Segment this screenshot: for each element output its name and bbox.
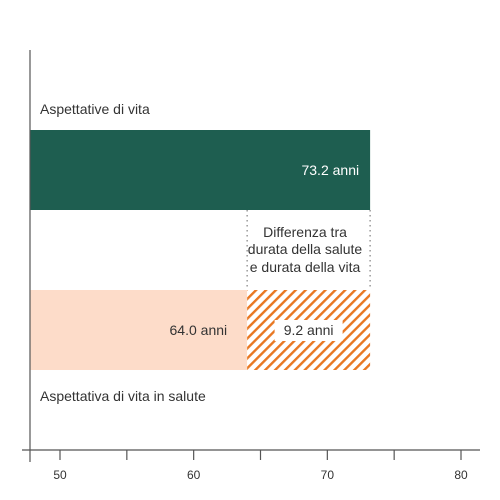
x-tick-label: 50 — [53, 468, 67, 482]
x-axis-ticks: 50 60 70 80 — [53, 450, 468, 482]
x-tick-label: 60 — [187, 468, 201, 482]
life-expectancy-series-label: Aspettative di vita — [40, 101, 150, 117]
x-tick-label: 70 — [321, 468, 335, 482]
life-expectancy-value-label: 73.2 anni — [301, 162, 359, 178]
x-tick-label: 80 — [454, 468, 468, 482]
gap-annotation-line-1: Differenza tra — [263, 224, 347, 240]
gap-annotation-line-3: e durata della vita — [250, 259, 361, 275]
gap-value-label-background — [274, 320, 343, 341]
healthy-life-expectancy-bar — [30, 290, 248, 370]
life-expectancy-bar — [30, 130, 371, 210]
healthy-life-expectancy-value-label: 64.0 anni — [170, 322, 228, 338]
gap-value-label: 9.2 anni — [284, 322, 334, 338]
gap-annotation-line-2: durata della salute — [248, 241, 363, 257]
healthy-life-expectancy-series-label: Aspettativa di vita in salute — [40, 388, 206, 404]
